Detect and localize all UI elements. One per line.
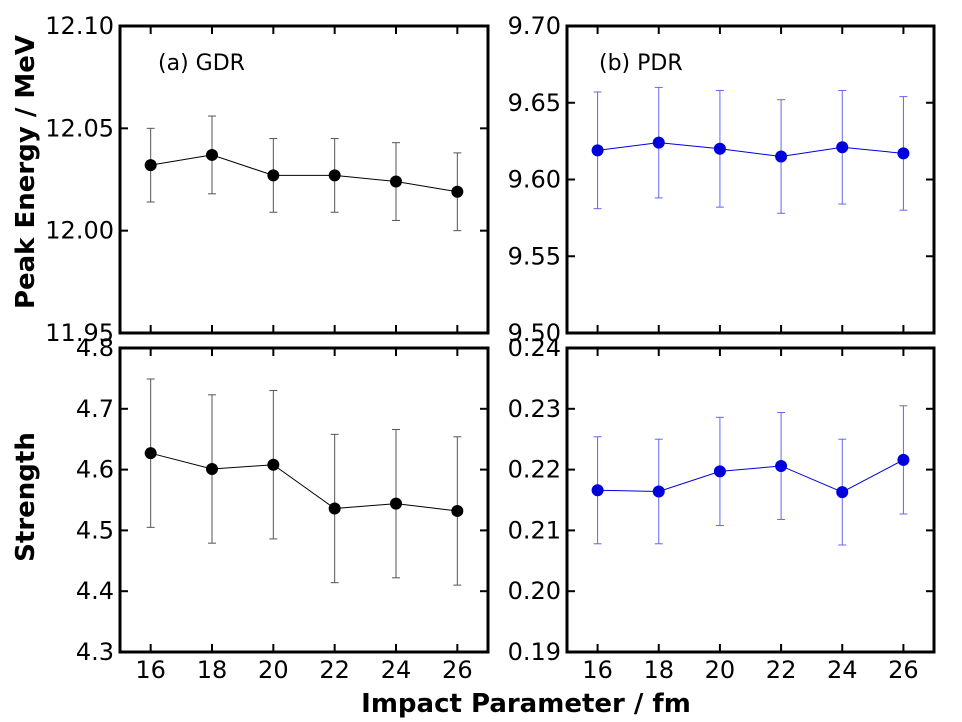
xtick-label: 26 [888, 656, 919, 684]
xtick-label: 24 [381, 656, 412, 684]
data-point [267, 169, 280, 182]
data-point [390, 497, 402, 510]
xtick-label: 16 [582, 656, 613, 684]
series-line [597, 142, 904, 157]
ytick-label: 9.55 [508, 242, 561, 270]
ytick-label: 0.21 [508, 516, 561, 544]
data-point [328, 502, 341, 515]
xtick-label: 18 [197, 656, 228, 684]
ytick-label: 11.95 [45, 319, 114, 347]
xtick-label: 24 [827, 656, 858, 684]
data-point [897, 147, 910, 160]
panel-c: 4.3 4.4 4.5 4.6 4.7 4.8 16 18 20 22 24 26 [76, 334, 490, 684]
data-point [591, 144, 604, 157]
xtick-label: 20 [258, 656, 289, 684]
ytick-label: 0.19 [508, 638, 561, 666]
y-axis-title-top: Peak Energy / MeV [11, 35, 41, 309]
panel-c-frame [118, 346, 490, 654]
ytick-label: 4.5 [76, 516, 114, 544]
data-point [775, 459, 788, 472]
ytick-label: 0.22 [508, 456, 561, 484]
panel-label: (a) GDR [158, 51, 245, 76]
ytick-label: 4.8 [76, 334, 114, 362]
data-point [836, 486, 849, 499]
ytick-label: 4.6 [76, 456, 114, 484]
data-point [652, 485, 665, 498]
data-point [206, 148, 218, 161]
ytick-label: 9.50 [508, 319, 561, 347]
ytick-label: 4.3 [76, 638, 114, 666]
xtick-label: 22 [766, 656, 797, 684]
ytick-label: 0.23 [508, 395, 561, 423]
series-line [150, 452, 458, 512]
ytick-label: 9.65 [508, 89, 561, 117]
ytick-label: 9.70 [508, 12, 561, 40]
ytick-label: 0.24 [508, 334, 561, 362]
ytick-label: 12.05 [45, 114, 114, 142]
data-point [775, 150, 788, 163]
data-point [897, 453, 910, 466]
series-line [150, 154, 458, 193]
xtick-label: 26 [442, 656, 473, 684]
panel-b: 9.50 9.55 9.60 9.65 9.70 (b) PDR [508, 12, 936, 347]
panel-label: (b) PDR [599, 51, 683, 76]
y-axis-title-bottom: Strength [11, 432, 41, 562]
panel-d-frame [565, 346, 936, 654]
ytick-label: 9.60 [508, 166, 561, 194]
x-axis-title: Impact Parameter / fm [361, 689, 691, 719]
ytick-label: 0.20 [508, 577, 561, 605]
data-point [144, 447, 157, 460]
data-point [652, 136, 665, 149]
data-point [267, 458, 280, 471]
panel-a: 11.95 12.00 12.05 12.10 (a) GDR [45, 12, 490, 347]
data-point [206, 462, 218, 475]
data-point [591, 484, 604, 497]
data-point [144, 159, 157, 172]
ytick-label: 12.10 [45, 12, 114, 40]
xtick-label: 22 [319, 656, 350, 684]
data-point [451, 185, 464, 198]
xtick-label: 20 [705, 656, 736, 684]
ytick-label: 4.4 [76, 577, 114, 605]
panel-d: 0.19 0.20 0.21 0.22 0.23 0.24 16 18 20 22 24 26 [508, 334, 936, 684]
panel-a-frame [118, 24, 490, 335]
xtick-label: 18 [643, 656, 674, 684]
data-point [451, 504, 464, 517]
series-line [597, 459, 904, 493]
data-point [713, 142, 726, 155]
data-point [836, 141, 849, 154]
ytick-label: 12.00 [45, 217, 114, 245]
data-point [328, 169, 341, 182]
data-point [390, 175, 402, 188]
data-point [713, 465, 726, 478]
xtick-label: 16 [135, 656, 166, 684]
ytick-label: 4.7 [76, 395, 114, 423]
